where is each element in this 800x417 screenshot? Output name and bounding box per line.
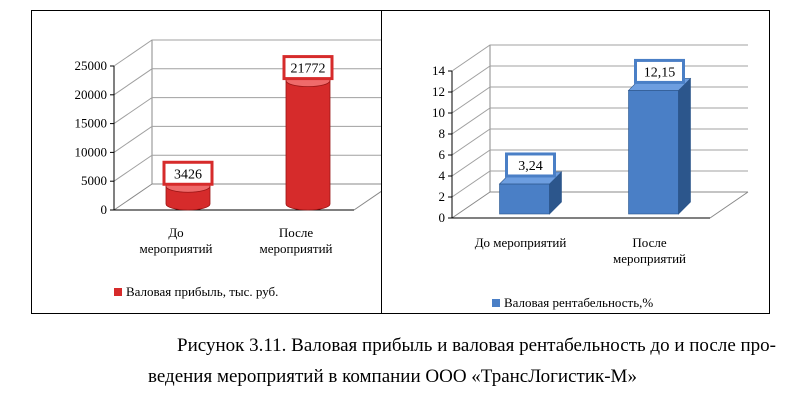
- profitability-y-tick-label: 10: [432, 105, 445, 120]
- profit-floor-edge-left: [113, 183, 153, 211]
- figure-caption-line-2: ведения мероприятий в компании ООО «Тран…: [148, 366, 637, 387]
- profit-y-tick-label: 10000: [75, 144, 108, 159]
- gross-profit-chart-svg: 05000100001500020000250003426Домероприят…: [75, 39, 384, 299]
- profitability-legend-swatch: [492, 299, 500, 307]
- profitability-y-tick-label: 6: [439, 147, 446, 162]
- profitability-bar: [499, 183, 550, 215]
- profit-y-tick-label: 5000: [81, 173, 107, 188]
- profitability-y-tick-label: 8: [439, 126, 446, 141]
- profitability-legend-label: Валовая рентабельность,%: [504, 295, 653, 310]
- profit-legend-label: Валовая прибыль, тыс. руб.: [126, 284, 278, 299]
- profit-y-tick-label: 20000: [75, 87, 108, 102]
- profitability-gridline: [451, 65, 748, 93]
- profitability-gridline: [451, 44, 748, 72]
- profitability-gridline: [451, 107, 748, 135]
- profitability-gridline: [451, 149, 748, 177]
- profitability-gridline: [451, 170, 748, 198]
- profit-bar: [285, 80, 331, 211]
- gross-profitability-chart-svg: 0 2 4 6 8 10 12 14 3,24 До мероприятий 12,15 Послем…: [432, 44, 749, 310]
- profit-category-label: мероприятий: [260, 241, 333, 256]
- profit-gridline: [113, 68, 384, 96]
- profit-floor-edge-right: [353, 188, 384, 211]
- profit-y-tick-label: 0: [101, 202, 108, 217]
- profitability-category-label: До мероприятий: [475, 235, 567, 250]
- profitability-data-label-box: [505, 152, 556, 178]
- profitability-gridline: [451, 86, 748, 114]
- profit-gridline: [113, 154, 384, 182]
- profitability-category-label: мероприятий: [613, 251, 686, 266]
- profit-category-label: мероприятий: [140, 241, 213, 256]
- profit-gridline: [113, 125, 384, 153]
- profit-gridline: [113, 39, 384, 67]
- profitability-y-tick-label: 4: [439, 168, 446, 183]
- profit-data-label: 3426: [174, 167, 202, 182]
- profitability-bar-side: [678, 77, 691, 215]
- profitability-gridline: [451, 128, 748, 156]
- gross-profit-chart: 0 5000 10000 15000 20000 25000 3426 До мероприят…: [31, 10, 384, 314]
- profitability-floor-edge-left: [451, 191, 491, 219]
- profitability-category-label: После: [632, 235, 666, 250]
- profit-bar: [165, 185, 211, 211]
- profitability-y-tick-label: 0: [439, 210, 446, 225]
- profit-category-label: До: [168, 225, 183, 240]
- profitability-y-tick-label: 12: [432, 84, 445, 99]
- profitability-floor-edge-right: [709, 191, 749, 219]
- profit-legend-swatch: [114, 288, 122, 296]
- profit-data-label: 21772: [291, 62, 326, 77]
- profitability-data-label: 12,15: [644, 65, 676, 80]
- profitability-y-tick-label: 14: [432, 63, 446, 78]
- profit-data-label-box: [162, 160, 214, 186]
- profit-category-label: После: [279, 225, 313, 240]
- profitability-y-tick-label: 2: [439, 189, 446, 204]
- profitability-data-label-box: [634, 58, 685, 84]
- profit-y-tick-label: 25000: [75, 58, 108, 73]
- profitability-data-label: 3,24: [518, 159, 543, 174]
- profitability-bar: [628, 90, 679, 215]
- profit-y-tick-label: 15000: [75, 116, 108, 131]
- profit-data-label-box: [282, 55, 334, 81]
- profit-gridline: [113, 97, 384, 125]
- figure-caption-line-1: Рисунок 3.11. Валовая прибыль и валовая …: [177, 335, 776, 356]
- gross-profitability-chart: 0 2 4 6 8 10 12 14 3,24 До мероприятий 12,15 После м…: [381, 10, 770, 314]
